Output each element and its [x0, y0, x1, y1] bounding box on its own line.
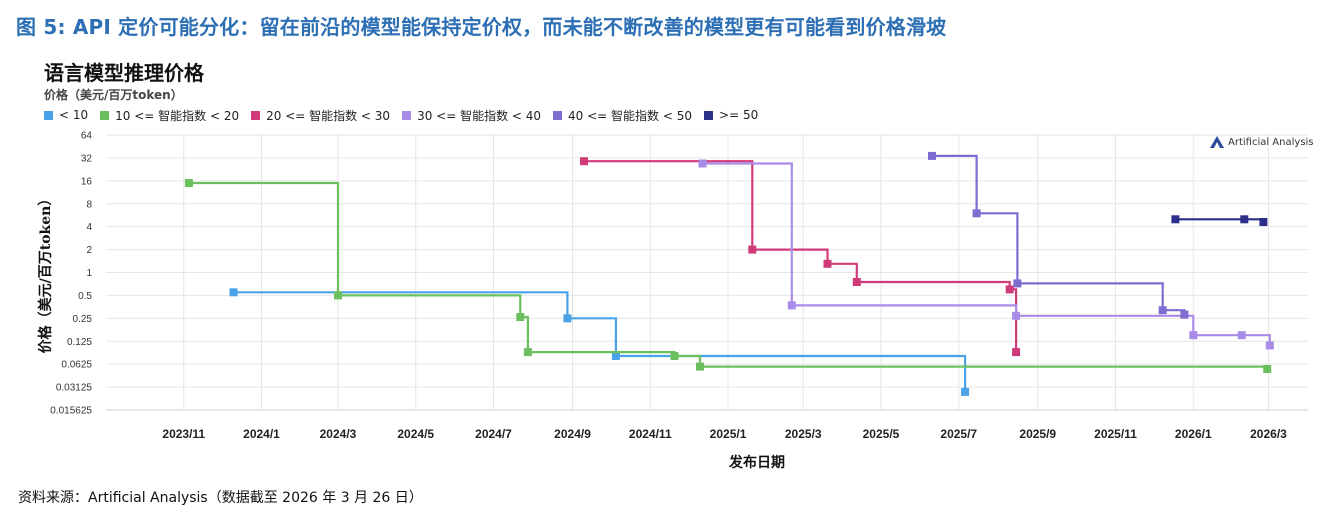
data-point-series-4	[1265, 341, 1274, 350]
data-point-series-4	[698, 159, 707, 168]
series-line-5	[932, 154, 1186, 315]
x-tick-label: 2024/7	[475, 427, 512, 441]
y-axis-title: 价格（美元/百万token）	[37, 192, 54, 354]
data-point-series-1	[229, 288, 238, 297]
data-point-series-3	[823, 259, 832, 268]
x-tick-label: 2024/11	[629, 427, 672, 441]
legend-label: 10 <= 智能指数 < 20	[115, 108, 240, 123]
brand-watermark: Artificial Analysis	[1210, 136, 1314, 148]
legend-swatch	[251, 110, 261, 120]
x-tick-label: 2024/1	[243, 427, 280, 441]
legend-swatch	[402, 110, 412, 120]
x-tick-label: 2025/7	[940, 427, 977, 441]
data-point-series-2	[523, 348, 532, 357]
data-point-series-3	[580, 157, 588, 166]
x-tick-label: 2025/3	[785, 427, 822, 441]
x-tick-label: 2024/9	[554, 427, 591, 441]
y-tick-label: 0.125	[67, 337, 92, 348]
x-tick-label: 2025/5	[863, 427, 900, 441]
legend-label: 30 <= 智能指数 < 40	[417, 108, 542, 123]
series-line-4	[702, 162, 1271, 346]
data-point-series-5	[972, 209, 981, 218]
y-tick-label: 2	[86, 245, 92, 256]
legend-label: 20 <= 智能指数 < 30	[266, 108, 391, 123]
y-tick-label: 0.5	[78, 291, 92, 302]
legend-item[interactable]: 10 <= 智能指数 < 20	[100, 107, 239, 124]
x-tick-label: 2025/1	[710, 427, 747, 441]
source-note: 资料来源：Artificial Analysis（数据截至 2026 年 3 月…	[18, 490, 423, 506]
data-point-series-4	[1237, 331, 1246, 340]
figure-title: 图 5: API 定价可能分化：留在前沿的模型能保持定价权，而未能不断改善的模型…	[16, 15, 947, 39]
y-tick-label: 1	[86, 268, 92, 279]
artificial-analysis-logo-icon	[1210, 136, 1224, 148]
legend-label: >= 50	[719, 108, 759, 122]
data-point-series-6	[1240, 215, 1249, 224]
chart-subtitle: 价格（美元/百万token）	[44, 88, 183, 102]
legend-label: 40 <= 智能指数 < 50	[568, 108, 693, 123]
y-tick-label: 32	[81, 153, 93, 164]
data-point-series-2	[1263, 365, 1272, 373]
data-point-series-2	[696, 362, 704, 371]
data-point-series-4	[787, 301, 796, 310]
x-tick-label: 2026/1	[1175, 427, 1212, 441]
data-point-series-5	[1180, 310, 1189, 319]
data-point-series-3	[1012, 348, 1021, 357]
chart-legend: < 10 10 <= 智能指数 < 20 20 <= 智能指数 < 30 30 …	[44, 106, 770, 124]
data-point-series-4	[1012, 311, 1021, 320]
x-tick-label: 2024/3	[320, 427, 357, 441]
x-tick-label: 2026/3	[1250, 427, 1287, 441]
data-point-series-2	[670, 352, 679, 360]
x-tick-label: 2024/5	[397, 427, 434, 441]
y-tick-label: 64	[81, 131, 93, 142]
data-point-series-4	[1189, 331, 1198, 340]
legend-swatch	[44, 110, 53, 120]
data-point-series-5	[1013, 279, 1022, 288]
legend-item[interactable]: < 10	[44, 108, 88, 122]
x-tick-label: 2025/9	[1019, 427, 1056, 441]
data-point-series-1	[563, 314, 572, 323]
legend-swatch	[704, 110, 714, 120]
data-point-series-3	[852, 278, 861, 286]
data-point-series-1	[961, 387, 970, 396]
y-tick-label: 0.0625	[61, 360, 92, 371]
data-point-series-3	[1005, 285, 1014, 294]
series-line-3	[584, 160, 1018, 353]
data-point-series-3	[748, 245, 757, 254]
y-tick-label: 4	[86, 222, 92, 233]
x-tick-label: 2023/11	[162, 427, 205, 441]
data-point-series-5	[928, 151, 936, 160]
y-tick-label: 0.015625	[50, 406, 92, 417]
brand-text: Artificial Analysis	[1228, 136, 1314, 148]
legend-swatch	[553, 110, 563, 120]
series-line-1	[233, 291, 967, 392]
legend-item[interactable]: >= 50	[704, 108, 758, 122]
data-point-series-6	[1171, 215, 1180, 224]
y-tick-label: 16	[81, 176, 93, 187]
data-point-series-2	[184, 179, 193, 187]
data-point-series-6	[1259, 218, 1268, 226]
x-axis-title: 发布日期	[728, 454, 785, 471]
data-point-series-1	[611, 352, 620, 360]
legend-item[interactable]: 30 <= 智能指数 < 40	[402, 107, 541, 124]
chart-title: 语言模型推理价格	[44, 61, 204, 85]
legend-item[interactable]: 20 <= 智能指数 < 30	[251, 107, 390, 124]
data-point-series-5	[1158, 306, 1167, 315]
data-point-series-2	[516, 313, 525, 321]
y-tick-label: 0.25	[73, 314, 93, 325]
legend-item[interactable]: 40 <= 智能指数 < 50	[553, 107, 692, 124]
legend-label: < 10	[59, 108, 89, 122]
data-point-series-2	[334, 291, 342, 300]
y-tick-label: 8	[86, 199, 92, 210]
legend-swatch	[100, 110, 110, 120]
y-tick-label: 0.03125	[56, 383, 93, 394]
series-line-6	[1175, 218, 1265, 222]
x-tick-label: 2025/11	[1094, 427, 1137, 441]
